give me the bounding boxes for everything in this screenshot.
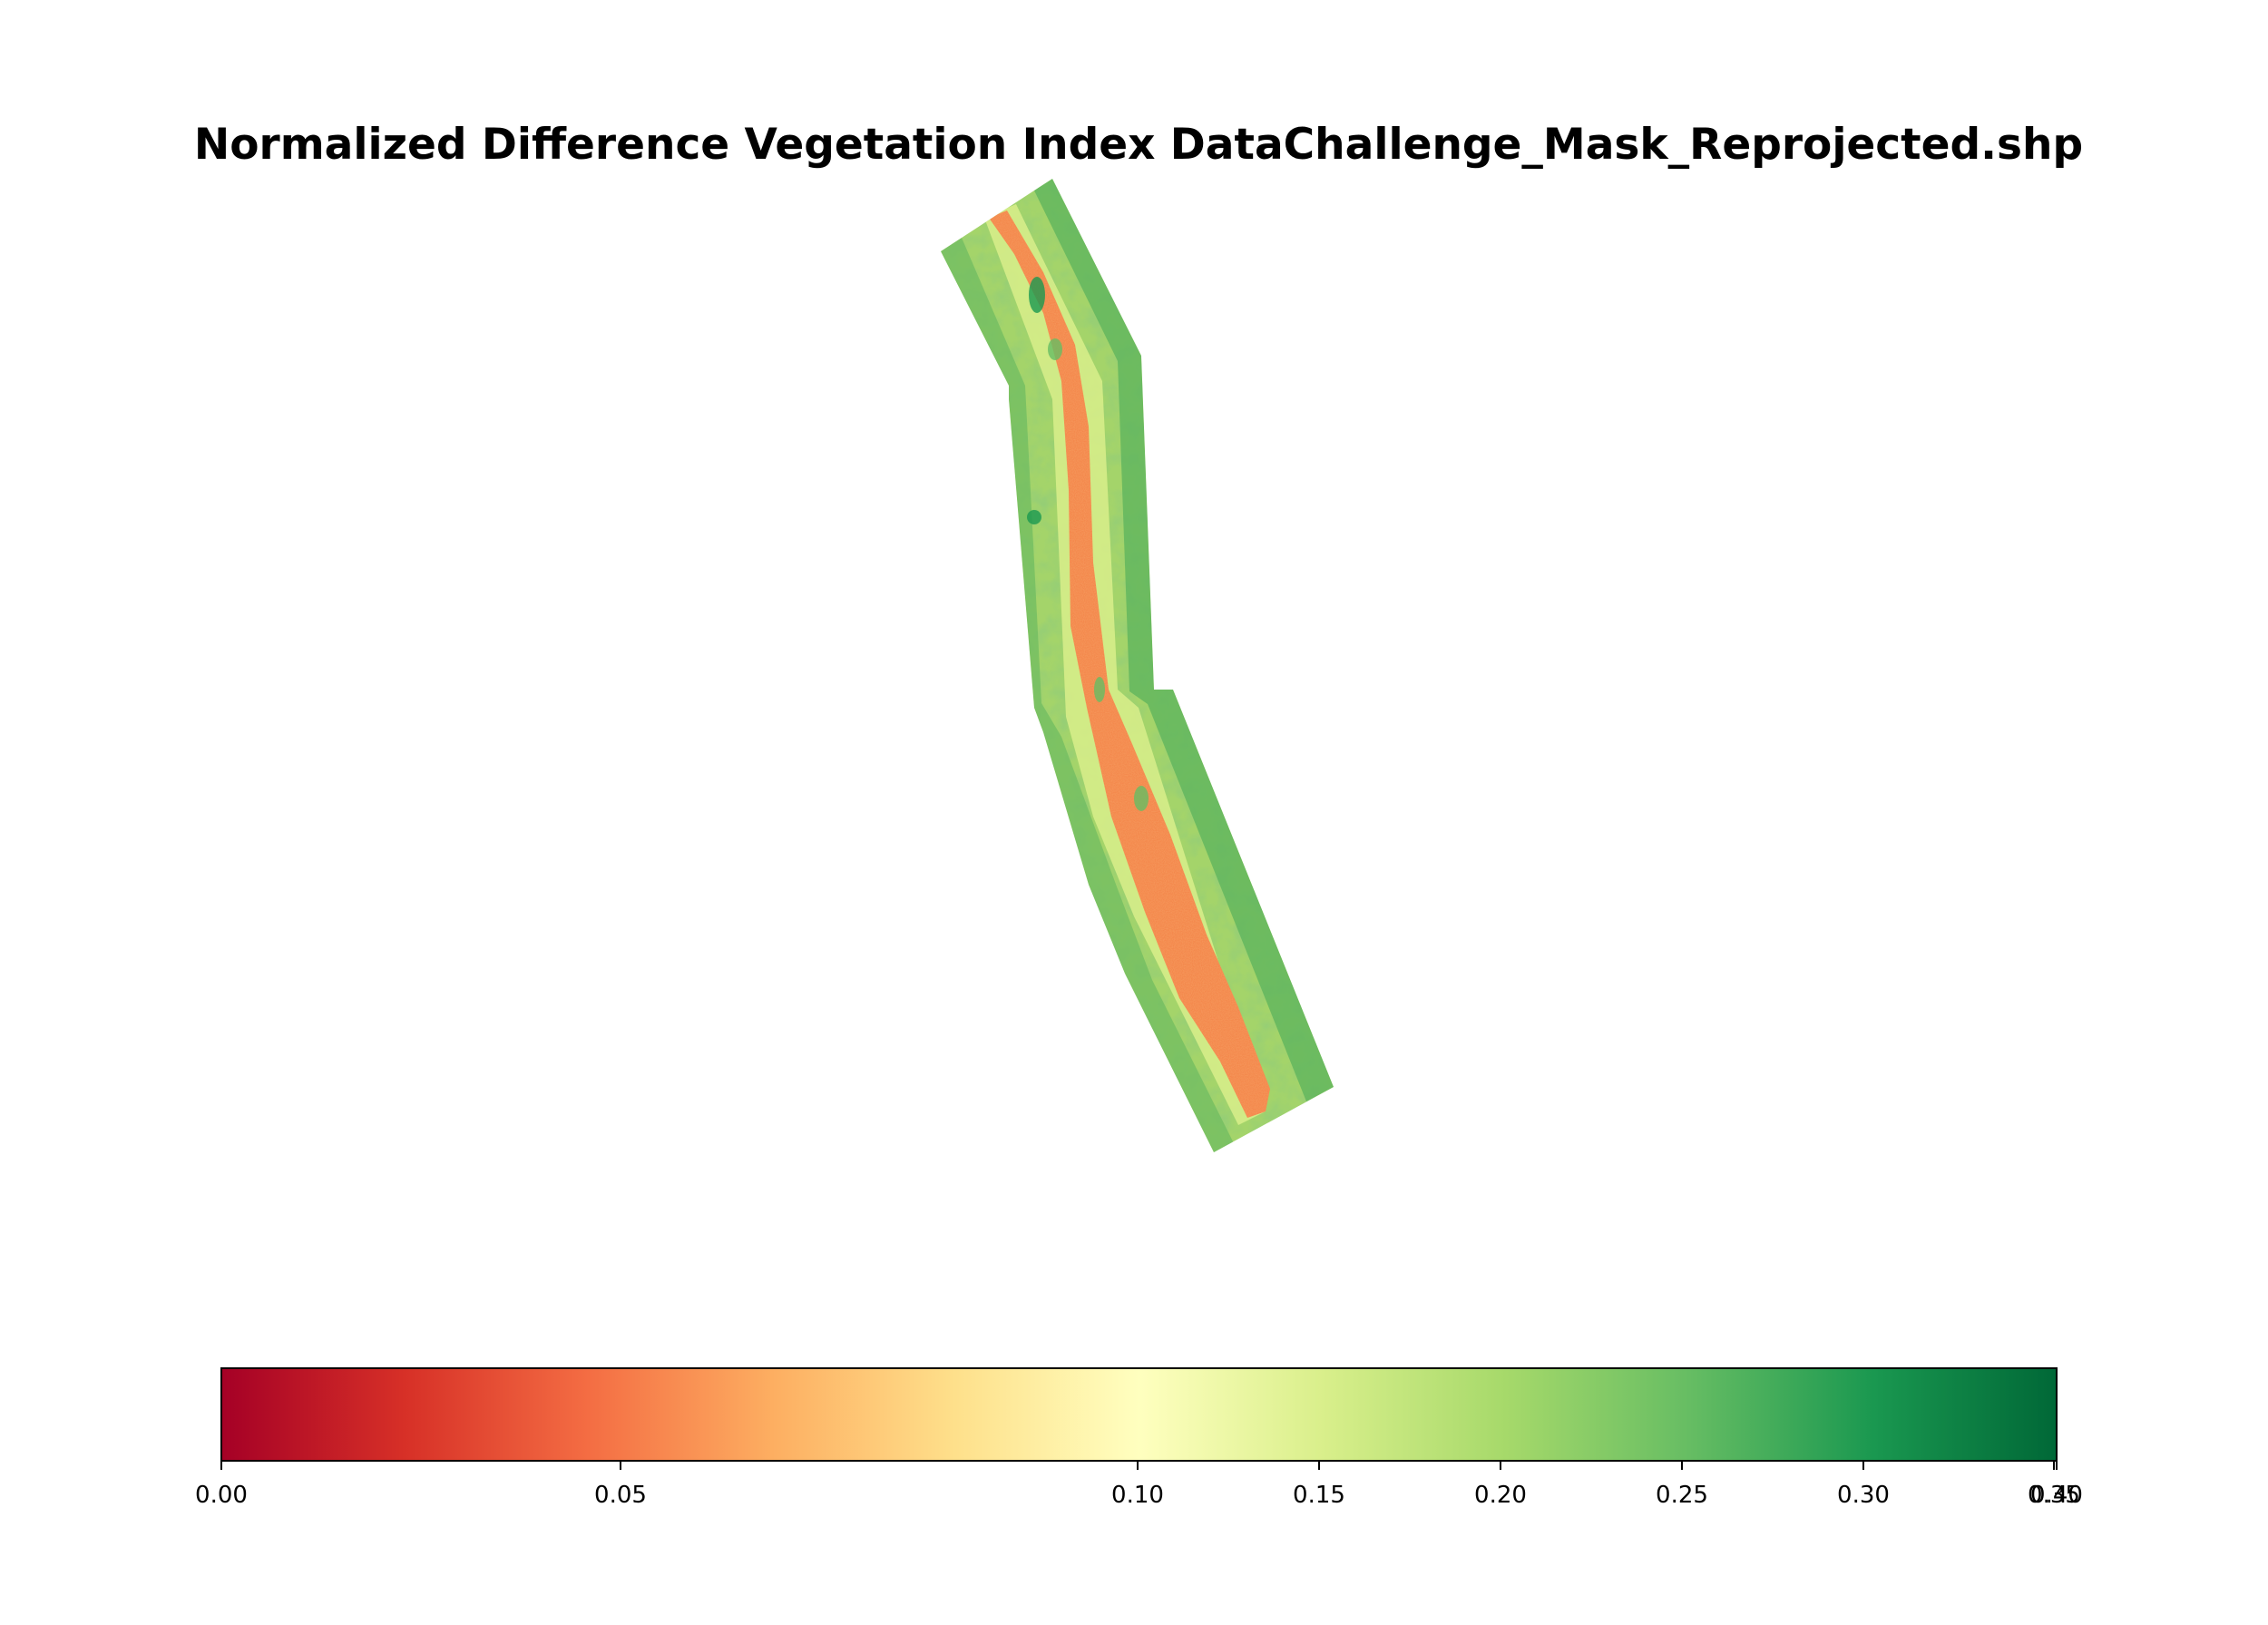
raster-island	[1048, 338, 1062, 360]
colorbar-tick-label: 0.20	[1474, 1482, 1527, 1509]
colorbar-ticks: 0.00 0.05 0.10 0.15 0.20 0.25 0.30 0.350.40	[195, 1461, 2083, 1509]
colorbar-gradient	[221, 1368, 2057, 1461]
raster-channel-texture	[989, 210, 1270, 1118]
raster-island	[1027, 510, 1041, 524]
raster-island	[1094, 677, 1105, 702]
raster-island	[1029, 277, 1045, 313]
colorbar-tick-label: 0.15	[1293, 1482, 1345, 1509]
colorbar-tick-label: 0.30	[1837, 1482, 1890, 1509]
colorbar-tick-label: 0.00	[195, 1482, 248, 1509]
colorbar: 0.00 0.05 0.10 0.15 0.20 0.25 0.30 0.350.40	[195, 1367, 2083, 1509]
colorbar-tick-label: 0.05	[594, 1482, 647, 1509]
ndvi-raster	[941, 179, 1334, 1152]
colorbar-frame	[220, 1367, 2058, 1462]
chart-title: Normalized Difference Vegetation Index D…	[194, 120, 2083, 170]
raster-bank-yellow	[984, 204, 1266, 1125]
colorbar-tick-label: 0.10	[1111, 1482, 1164, 1509]
raster-island	[1134, 786, 1149, 811]
colorbar-tick-label: 0.25	[1656, 1482, 1708, 1509]
colorbar-tick-label: 0.35	[2028, 1482, 2080, 1509]
colorbar-tick-label: 0.40	[2030, 1482, 2083, 1509]
